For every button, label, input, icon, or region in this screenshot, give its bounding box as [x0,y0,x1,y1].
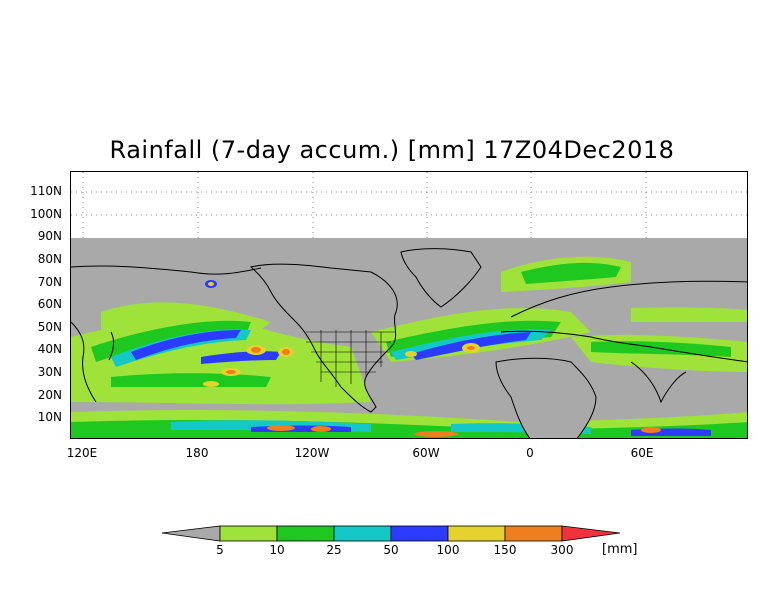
lat-label-10n: 10N [37,410,62,424]
lat-label-30n: 30N [37,365,62,379]
colorbar-bin-25-50 [333,525,392,542]
lon-label-60w: 60W [412,446,440,460]
lat-label-90n: 90N [37,229,62,243]
lat-label-20n: 20N [37,388,62,402]
rainfall-map [70,171,748,439]
colorbar-unit: [mm] [602,542,638,557]
graticule [71,172,747,238]
colorbar-bin-100-150 [447,525,506,542]
lat-label-50n: 50N [37,320,62,334]
lat-label-110n: 110N [30,184,62,198]
colorbar-bin-10-25 [276,525,335,542]
map-canvas [71,172,747,438]
lon-label-120e: 120E [66,446,98,460]
lat-label-60n: 60N [37,297,62,311]
colorbar-label-25: 25 [326,543,342,557]
lat-label-40n: 40N [37,342,62,356]
chart-title: Rainfall (7-day accum.) [mm] 17Z04Dec201… [109,136,675,164]
lat-label-70n: 70N [37,275,62,289]
colorbar-label-50: 50 [383,543,399,557]
lon-label-0: 0 [526,446,534,460]
colorbar-label-300: 300 [550,543,574,557]
colorbar-bin-50-100 [390,525,449,542]
coastlines [71,248,747,438]
colorbar-label-5: 5 [216,543,224,557]
colorbar [161,525,621,542]
colorbar-label-150: 150 [493,543,517,557]
colorbar-label-10: 10 [269,543,285,557]
colorbar-bin-5-10 [219,525,278,542]
lat-label-100n: 100N [30,207,62,221]
lon-label-180: 180 [185,446,209,460]
lon-label-60e: 60E [630,446,654,460]
lat-label-80n: 80N [37,252,62,266]
colorbar-over-triangle [561,525,621,542]
colorbar-label-100: 100 [436,543,460,557]
colorbar-under-triangle [161,525,221,542]
colorbar-bin-150-300 [504,525,563,542]
us-state-borders [306,330,396,387]
lon-label-120w: 120W [294,446,330,460]
